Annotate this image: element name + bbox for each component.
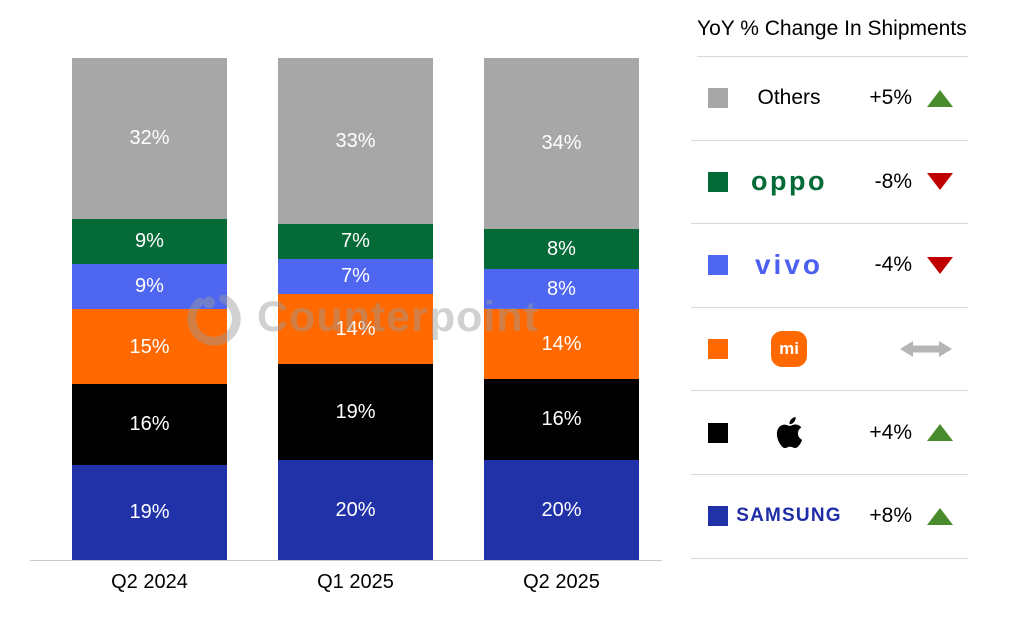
- vivo-logo-cell: vivo: [728, 249, 850, 281]
- legend-panel: YoY % Change In Shipments Others +5% opp…: [691, 0, 968, 559]
- vivo-swatch: [708, 255, 728, 276]
- segment-value-label: 34%: [541, 132, 582, 155]
- stacked-bar-q2-2024: 32% 9% 9% 15% 16% 19%: [72, 58, 227, 560]
- segment-value-label: 7%: [341, 230, 370, 253]
- segment-value-label: 15%: [129, 335, 170, 358]
- segment-value-label: 20%: [335, 498, 376, 521]
- segment-vivo: 9%: [72, 263, 227, 309]
- segment-oppo: 9%: [72, 218, 227, 264]
- segment-others: 33%: [278, 58, 433, 224]
- segment-value-label: 19%: [129, 501, 170, 524]
- segment-others: 34%: [484, 58, 639, 229]
- up-arrow-icon: [912, 424, 968, 442]
- segment-value-label: 9%: [135, 230, 164, 253]
- samsung-logo: SAMSUNG: [736, 505, 842, 527]
- apple-swatch: [708, 422, 728, 443]
- segment-value-label: 32%: [129, 127, 170, 150]
- oppo-change: -8%: [874, 169, 912, 193]
- apple-logo-icon: [776, 417, 802, 449]
- xiaomi-swatch: [708, 339, 728, 360]
- vivo-change: -4%: [874, 253, 912, 277]
- segment-value-label: 16%: [129, 413, 170, 436]
- x-axis-label: Q2 2024: [111, 571, 188, 593]
- samsung-change: +8%: [869, 504, 912, 528]
- legend-row-vivo: vivo -4%: [691, 224, 968, 308]
- vivo-logo: vivo: [754, 249, 824, 281]
- oppo-swatch: [708, 171, 728, 192]
- legend-row-oppo: oppo -8%: [691, 141, 968, 225]
- segment-xiaomi: 14%: [278, 293, 433, 365]
- apple-logo-cell: [728, 414, 850, 451]
- segment-value-label: 33%: [335, 129, 376, 152]
- chart-area: 32% 9% 9% 15% 16% 19% 33% 7% 7% 14% 19% 20% 34% 8% 8% 1…: [72, 58, 639, 560]
- segment-value-label: 19%: [335, 400, 376, 423]
- oppo-logo-cell: oppo: [728, 166, 850, 197]
- segment-samsung: 20%: [484, 459, 639, 560]
- others-logo-cell: Others: [728, 86, 850, 110]
- segment-oppo: 8%: [484, 228, 639, 269]
- segment-xiaomi: 14%: [484, 308, 639, 380]
- oppo-logo: oppo: [751, 166, 827, 197]
- xiaomi-logo-text: mi: [779, 339, 799, 359]
- legend-row-samsung: SAMSUNG +8%: [691, 475, 968, 559]
- segment-oppo: 7%: [278, 223, 433, 259]
- legend-row-xiaomi: mi: [691, 308, 968, 392]
- segment-xiaomi: 15%: [72, 308, 227, 385]
- samsung-logo-cell: SAMSUNG: [728, 505, 850, 527]
- xiaomi-logo-cell: mi: [728, 331, 850, 368]
- legend-row-apple: +4%: [691, 391, 968, 475]
- legend-title: YoY % Change In Shipments: [697, 16, 968, 57]
- segment-value-label: 7%: [341, 265, 370, 288]
- segment-apple: 16%: [72, 384, 227, 465]
- others-swatch: [708, 88, 728, 109]
- down-arrow-icon: [912, 256, 968, 274]
- apple-change: +4%: [869, 420, 912, 444]
- segment-value-label: 20%: [541, 498, 582, 521]
- stacked-bar-q2-2025: 34% 8% 8% 14% 16% 20%: [484, 58, 639, 560]
- x-axis-label: Q2 2025: [523, 571, 600, 593]
- down-arrow-icon: [912, 173, 968, 191]
- segment-apple: 19%: [278, 364, 433, 460]
- xiaomi-logo-icon: mi: [771, 331, 807, 368]
- segment-value-label: 8%: [547, 237, 576, 260]
- others-label: Others: [757, 86, 821, 110]
- segment-value-label: 8%: [547, 277, 576, 300]
- segment-value-label: 14%: [541, 333, 582, 356]
- samsung-swatch: [708, 506, 728, 527]
- segment-samsung: 20%: [278, 459, 433, 560]
- segment-value-label: 9%: [135, 275, 164, 298]
- up-arrow-icon: [912, 507, 968, 525]
- up-arrow-icon: [912, 89, 968, 107]
- segment-others: 32%: [72, 58, 227, 219]
- x-axis-labels: Q2 2024 Q1 2025 Q2 2025: [72, 571, 639, 599]
- segment-value-label: 14%: [335, 318, 376, 341]
- segment-samsung: 19%: [72, 464, 227, 560]
- segment-value-label: 16%: [541, 408, 582, 431]
- segment-vivo: 7%: [278, 258, 433, 294]
- x-axis-line: [30, 560, 662, 561]
- flat-arrow-icon: [898, 339, 954, 359]
- segment-vivo: 8%: [484, 268, 639, 309]
- legend-row-others: Others +5%: [691, 57, 968, 141]
- others-change: +5%: [869, 86, 912, 110]
- x-axis-label: Q1 2025: [317, 571, 394, 593]
- segment-apple: 16%: [484, 379, 639, 460]
- stacked-bar-q1-2025: 33% 7% 7% 14% 19% 20%: [278, 58, 433, 560]
